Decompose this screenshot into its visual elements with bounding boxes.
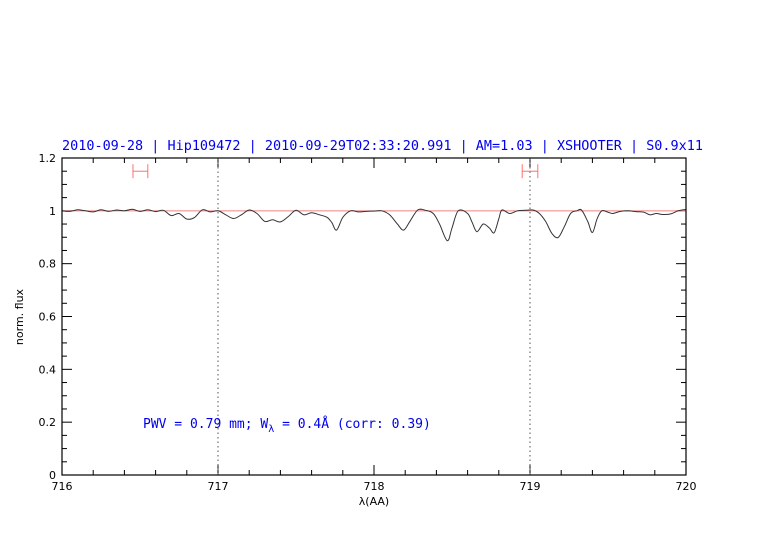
annotation-suffix: = 0.4Å (corr: 0.39) bbox=[274, 416, 431, 432]
y-tick-labels: 0 0.2 0.4 0.6 0.8 1 1.2 bbox=[39, 152, 57, 482]
y-tick-label: 0.8 bbox=[39, 258, 57, 271]
y-axis-label: norm. flux bbox=[13, 288, 26, 345]
annotation-prefix: PWV = 0.79 mm; W bbox=[143, 417, 268, 432]
y-tick-label: 0.6 bbox=[39, 311, 57, 324]
reference-lines bbox=[217, 158, 531, 475]
chart-title: 2010-09-28 | Hip109472 | 2010-09-29T02:3… bbox=[62, 139, 703, 154]
x-tick-label: 718 bbox=[364, 480, 385, 493]
x-tick-label: 719 bbox=[520, 480, 541, 493]
y-tick-label: 1.2 bbox=[39, 152, 57, 165]
pwv-annotation: PWV = 0.79 mm; Wλ = 0.4Å (corr: 0.39) bbox=[143, 416, 431, 435]
x-tick-labels: 716 717 718 719 720 bbox=[52, 480, 697, 493]
spectrum-line bbox=[61, 208, 687, 242]
x-tick-label: 716 bbox=[52, 480, 73, 493]
x-tick-label: 720 bbox=[676, 480, 697, 493]
y-tick-label: 0.2 bbox=[39, 416, 57, 429]
annotation-subscript: λ bbox=[268, 424, 274, 435]
y-tick-label: 0 bbox=[49, 469, 56, 482]
y-tick-label: 1 bbox=[49, 205, 56, 218]
error-bars bbox=[132, 164, 539, 179]
plot-frame bbox=[61, 157, 687, 476]
x-tick-label: 717 bbox=[208, 480, 229, 493]
y-tick-label: 0.4 bbox=[39, 363, 57, 376]
x-axis-label: λ(AA) bbox=[359, 495, 389, 508]
